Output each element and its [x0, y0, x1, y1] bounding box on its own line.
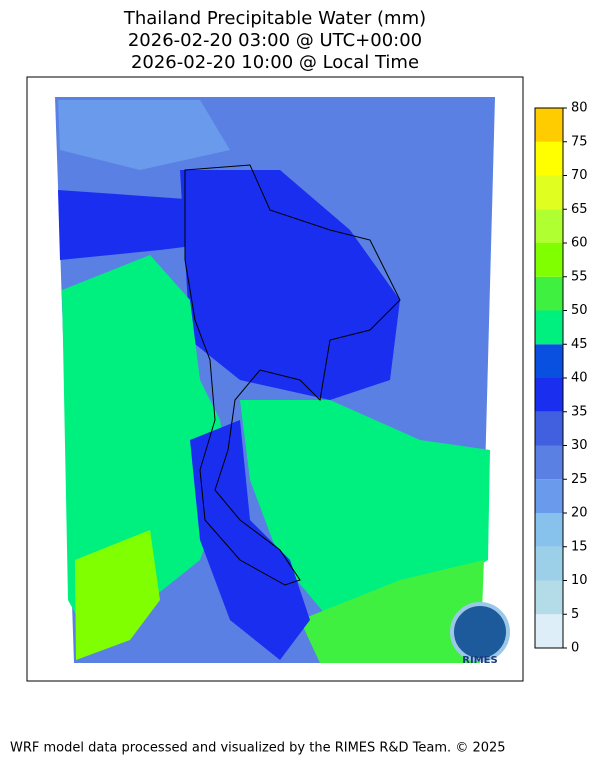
- colorbar-band: [535, 378, 563, 412]
- colorbar-tick-label: 60: [571, 236, 588, 251]
- title: Thailand Precipitable Water (mm): [123, 8, 426, 29]
- logo: RIMES: [450, 602, 510, 666]
- colorbar-tick-label: 55: [571, 269, 588, 284]
- field: [240, 400, 490, 620]
- title: 2026-02-20 10:00 @ Local Time: [131, 52, 419, 73]
- colorbar-tick-label: 35: [571, 404, 588, 419]
- colorbar-tick-label: 70: [571, 168, 588, 183]
- colorbar-band: [535, 243, 563, 277]
- colorbar-band: [535, 580, 563, 615]
- logo-text: RIMES: [462, 655, 497, 666]
- colorbar-band: [535, 141, 563, 176]
- footer: WRF model data processed and visualized …: [10, 741, 506, 756]
- field: [62, 255, 230, 640]
- map: RIMES: [26, 76, 524, 682]
- logo-badge: [450, 602, 510, 662]
- colorbar-tick-label: 45: [571, 337, 588, 352]
- colorbar-band: [535, 310, 563, 345]
- colorbar-band: [535, 479, 563, 513]
- title: 2026-02-20 03:00 @ UTC+00:00: [128, 30, 422, 51]
- field: [300, 560, 484, 663]
- colorbar-tick-label: 25: [571, 472, 588, 487]
- field: [180, 170, 400, 400]
- colorbar-band: [535, 546, 563, 581]
- colorbar-tick-label: 80: [571, 101, 588, 116]
- colorbar-tick-label: 15: [571, 539, 588, 554]
- colorbar-band: [535, 175, 563, 210]
- colorbar-tick-label: 75: [571, 134, 588, 149]
- colorbar-band: [535, 614, 563, 648]
- colorbar-band: [535, 108, 563, 142]
- colorbar-tick-label: 65: [571, 202, 588, 217]
- colorbar-band: [535, 276, 563, 311]
- colorbar-band: [535, 513, 563, 547]
- field: [58, 100, 230, 170]
- colorbar-tick-label: 20: [571, 506, 588, 521]
- colorbar-band: [535, 209, 563, 243]
- colorbar-band: [535, 445, 563, 480]
- colorbar-tick-label: 10: [571, 573, 588, 588]
- colorbar-tick-label: 30: [571, 438, 588, 453]
- country-border: [184, 164, 401, 586]
- field: [190, 420, 310, 660]
- colorbar-band: [535, 344, 563, 378]
- colorbar-band: [535, 411, 563, 446]
- colorbar: 0 5 10 15 20 25 30 35 40 45 50 55 60 65 70 75 80: [534, 101, 588, 656]
- colorbar-tick-label: 40: [571, 371, 588, 386]
- colorbar-tick-label: 50: [571, 303, 588, 318]
- colorbar-tick-label: 5: [571, 607, 579, 622]
- field: [75, 530, 160, 660]
- colorbar-tick-label: 0: [571, 641, 579, 656]
